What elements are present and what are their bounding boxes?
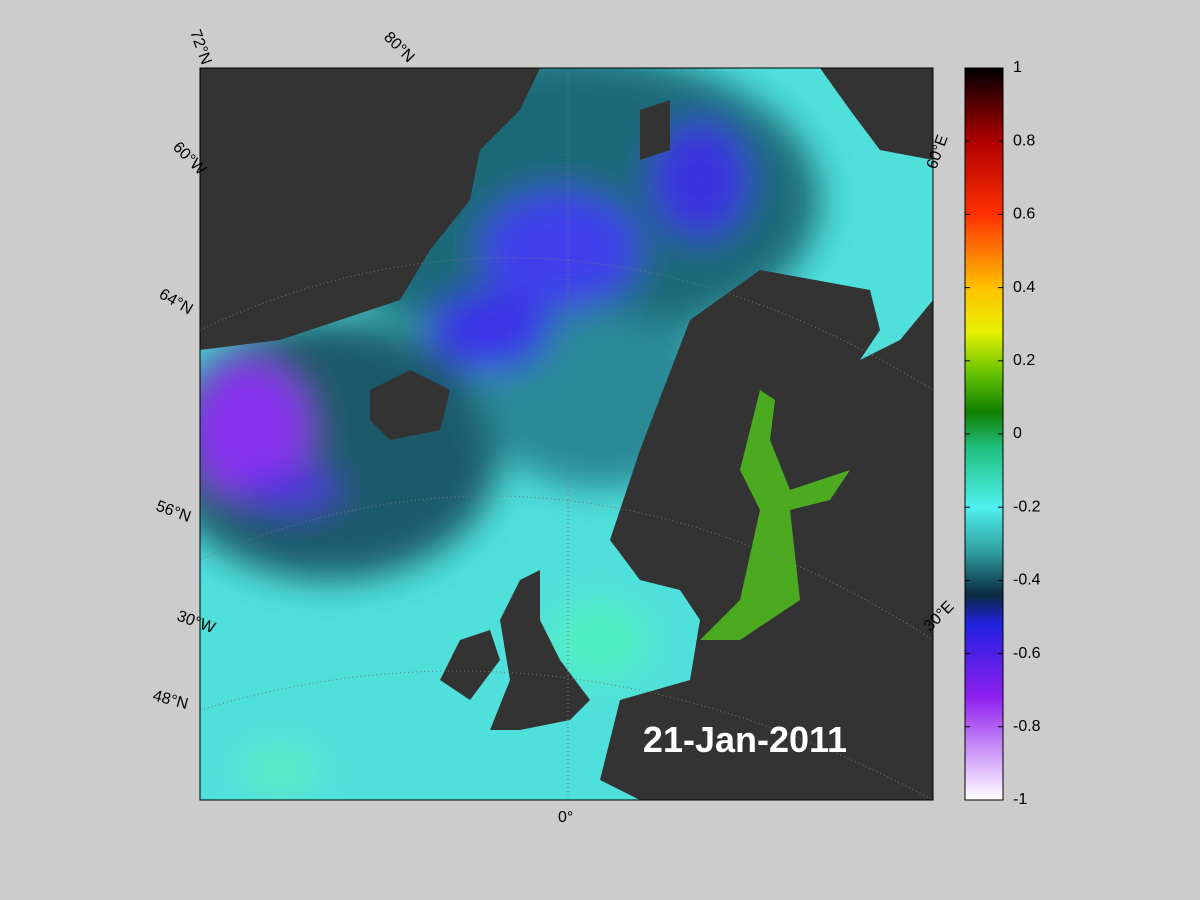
graticule-label: 80°N <box>380 29 417 66</box>
colorbar-tick-label: 0.6 <box>1013 206 1035 223</box>
colorbar-tick-label: -0.2 <box>1013 498 1041 515</box>
colorbar-tick-label: -0.6 <box>1013 645 1041 662</box>
graticule-label: 56°N <box>154 498 193 526</box>
map-frame <box>199 67 934 801</box>
colorbar-tick-label: 0.4 <box>1013 279 1035 296</box>
colorbar-tick-label: -1 <box>1013 791 1027 808</box>
colorbar-tick-label: 0 <box>1013 425 1022 442</box>
colorbar-tick-label: 0.8 <box>1013 132 1035 149</box>
date-label: 21-Jan-2011 <box>643 719 847 760</box>
baltic-sea <box>700 390 850 640</box>
colorbar-tick-label: -0.4 <box>1013 572 1041 589</box>
land <box>200 68 933 800</box>
graticule-label: 48°N <box>151 687 190 713</box>
colorbar-tick-label: 1 <box>1013 59 1022 76</box>
graticule-label: 64°N <box>156 286 195 319</box>
colorbar-tick-label: -0.8 <box>1013 718 1041 735</box>
graticule-label: 72°N <box>186 28 214 67</box>
colorbar <box>964 67 1004 801</box>
graticule-label: 0° <box>558 809 573 826</box>
map <box>200 68 933 800</box>
colorbar-tick-label: 0.2 <box>1013 352 1035 369</box>
